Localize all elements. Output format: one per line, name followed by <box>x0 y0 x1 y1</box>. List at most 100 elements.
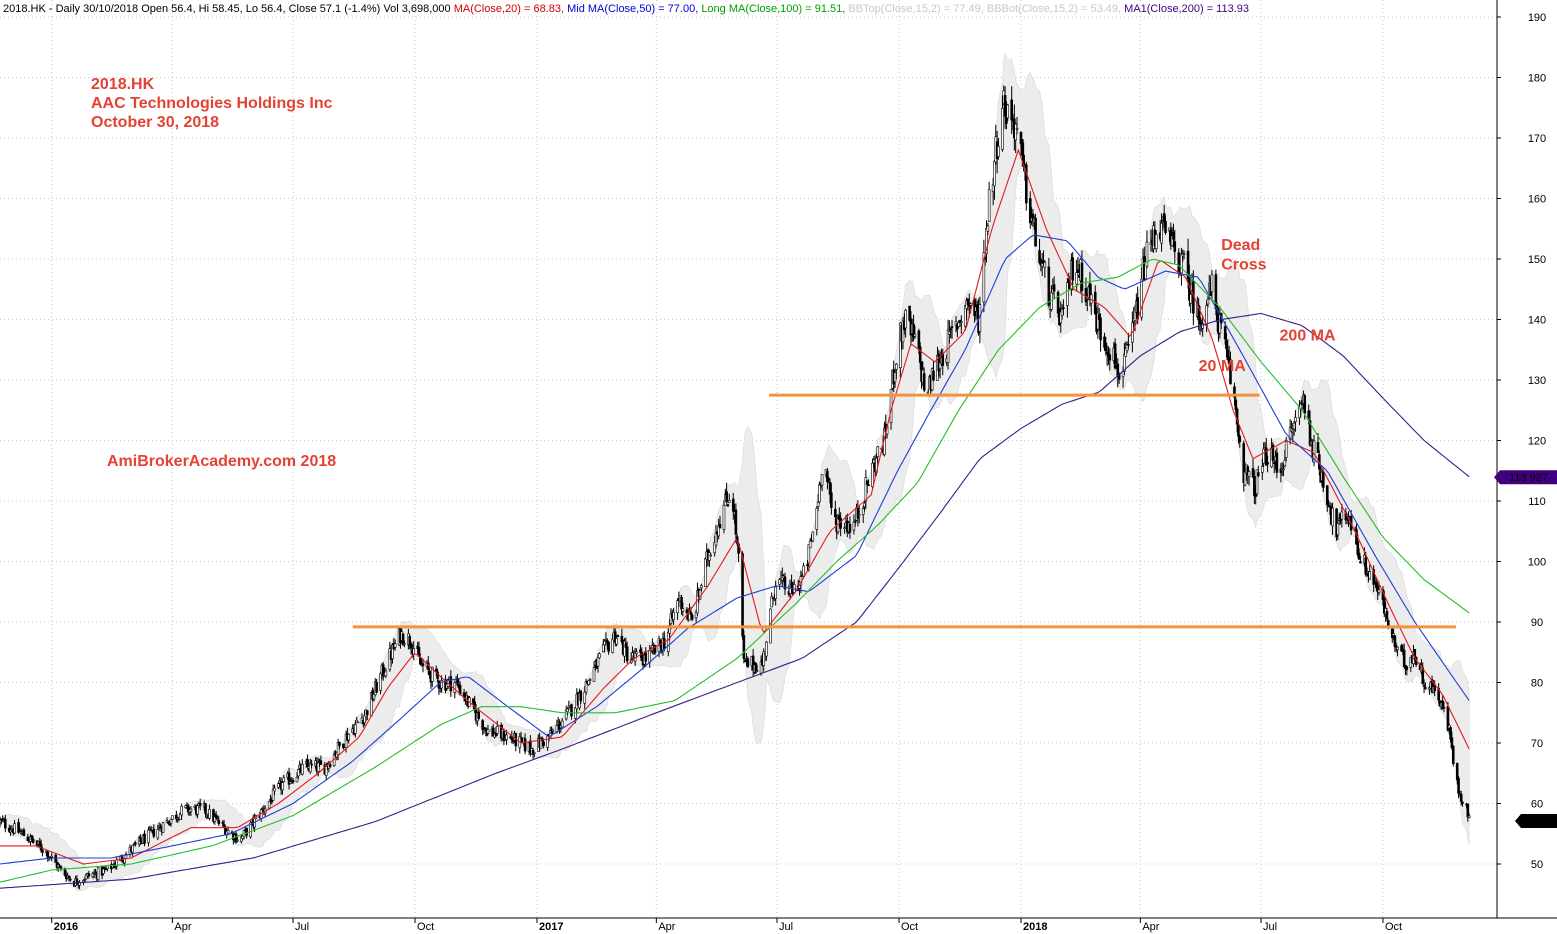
y-tick-label: 190 <box>1528 12 1546 24</box>
candle-body <box>319 760 323 765</box>
candle-body <box>1066 282 1069 306</box>
candle-body <box>743 660 747 662</box>
candle-body <box>226 830 230 834</box>
candle-body <box>167 821 170 824</box>
candle-body <box>895 363 898 370</box>
candle-body <box>816 501 820 507</box>
candle-body <box>863 502 866 507</box>
candle-body <box>1422 685 1426 687</box>
candle-body <box>1283 459 1287 467</box>
candle-body <box>338 741 341 747</box>
x-tick-label: 2017 <box>539 921 563 933</box>
header-segment: BBBot(Close,15,2) = 53.49, <box>987 3 1124 15</box>
candle-body <box>741 553 744 637</box>
x-tick-label: Oct <box>417 921 434 933</box>
candle-body <box>1237 424 1240 437</box>
candle-body <box>680 596 683 610</box>
candle-body <box>818 484 821 503</box>
candle-body <box>1365 571 1369 574</box>
candle-body <box>245 827 248 836</box>
candle-body <box>1396 646 1399 650</box>
y-tick-label: 80 <box>1531 678 1543 690</box>
candle-body <box>310 763 313 766</box>
candle-body <box>483 727 487 729</box>
candle-body <box>1021 139 1024 156</box>
candle-body <box>834 508 837 518</box>
price-label-text: 57.1 <box>1528 816 1549 828</box>
candle-body <box>802 565 805 577</box>
candle-body <box>236 839 239 842</box>
candle-body <box>579 690 583 702</box>
candle-body <box>355 719 358 724</box>
candle-body <box>1006 104 1010 119</box>
candle-body <box>289 781 292 784</box>
candle-body <box>1010 99 1014 121</box>
candle-body <box>1210 274 1214 292</box>
header-segment: Long MA(Close,100) = 91.51, <box>701 3 848 15</box>
y-tick-label: 150 <box>1528 254 1546 266</box>
candle-body <box>635 651 638 654</box>
x-tick-label: 2018 <box>1023 921 1047 933</box>
candle-body <box>1019 131 1023 145</box>
price-labels: 113.927 57.1 <box>1494 470 1557 829</box>
candle-body <box>666 632 670 652</box>
candle-body <box>1450 737 1454 749</box>
candle-body <box>659 639 662 646</box>
candle-body <box>913 333 917 337</box>
y-tick-label: 60 <box>1531 799 1543 811</box>
candle-body <box>1459 793 1463 802</box>
candle-body <box>481 720 484 731</box>
candle-body <box>1180 253 1183 274</box>
candle-body <box>393 643 397 648</box>
candle-body <box>221 822 225 824</box>
candle-body <box>533 752 536 755</box>
candle-body <box>1424 687 1427 689</box>
candle-body <box>690 614 694 620</box>
candle-body <box>827 478 831 481</box>
candle-body <box>449 676 453 692</box>
horizontal-lines <box>352 393 1456 629</box>
y-tick-label: 120 <box>1528 436 1546 448</box>
candle-body <box>704 558 707 587</box>
candle-body <box>1336 523 1340 536</box>
candle-body <box>1442 707 1446 709</box>
candle-body <box>867 484 870 487</box>
ma-line-mid-ma-close-50- <box>0 234 1470 865</box>
candle-body <box>1162 213 1166 223</box>
candle-body <box>856 508 860 519</box>
candle-body <box>982 252 986 303</box>
candle-body <box>1084 287 1088 303</box>
watermark: AmiBrokerAcademy.com 2018 <box>107 453 336 470</box>
candle-body <box>434 668 438 672</box>
candle-body <box>1266 462 1269 465</box>
candle-body <box>550 731 553 734</box>
candle-body <box>946 329 950 363</box>
candle-body <box>725 491 728 503</box>
candle-body <box>249 822 252 838</box>
candle-body <box>1075 272 1078 285</box>
candle-body <box>54 854 57 863</box>
candle-body <box>1015 127 1019 130</box>
y-tick-label: 90 <box>1531 617 1543 629</box>
candle-body <box>1229 359 1232 385</box>
candle-body <box>783 576 787 590</box>
candle-body <box>1377 589 1381 593</box>
candle-body <box>587 680 591 685</box>
candle-body <box>709 554 713 557</box>
candle-body <box>1040 262 1044 267</box>
candle-body <box>731 498 735 512</box>
candle-body <box>282 777 286 782</box>
candlesticks <box>0 85 1471 890</box>
candle-body <box>495 726 499 734</box>
candle-body <box>205 814 209 817</box>
candle-body <box>511 740 515 743</box>
candle-body <box>430 666 434 682</box>
candle-body <box>67 875 71 878</box>
price-label-box <box>1515 814 1557 829</box>
y-tick-label: 160 <box>1528 194 1546 206</box>
candle-body <box>987 189 991 222</box>
candle-body <box>746 658 750 668</box>
candle-body <box>1303 395 1307 414</box>
candle-body <box>815 508 819 530</box>
